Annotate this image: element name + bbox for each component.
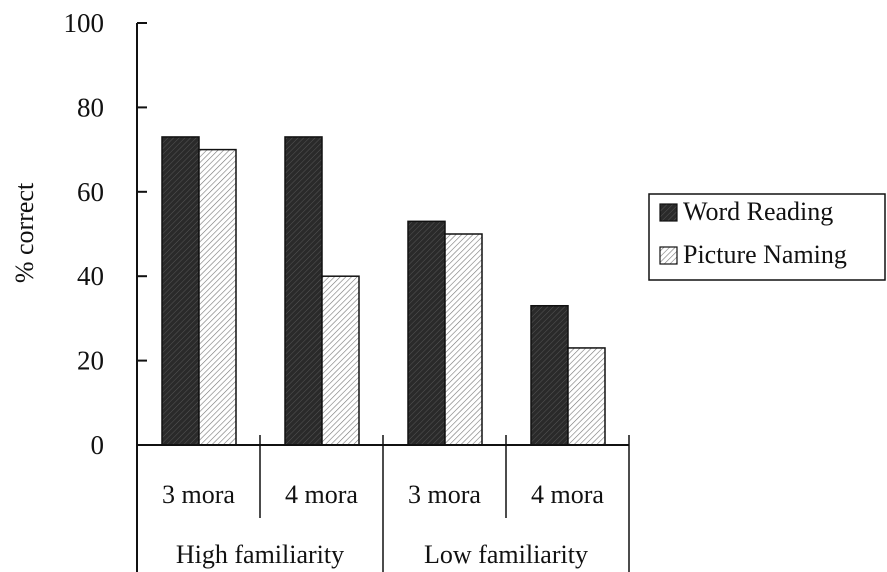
bar-picture-naming xyxy=(321,275,360,446)
y-axis-ticks: 0 20 40 60 80 100 xyxy=(64,8,147,460)
y-tick-label: 0 xyxy=(91,430,105,460)
category-label: 4 mora xyxy=(531,480,604,509)
legend: Word Reading Picture Naming xyxy=(648,193,886,281)
legend-swatch xyxy=(659,246,678,265)
category-label: 3 mora xyxy=(408,480,481,509)
group-labels: High familiarity Low familiarity xyxy=(176,540,588,569)
legend-box xyxy=(648,193,886,281)
bar-word-reading xyxy=(284,136,323,446)
y-tick-label: 60 xyxy=(77,177,104,207)
bar-picture-naming xyxy=(198,148,237,446)
legend-label: Word Reading xyxy=(683,197,833,226)
y-tick-label: 40 xyxy=(77,261,104,291)
y-axis-label: % correct xyxy=(10,182,39,283)
bar-picture-naming xyxy=(567,347,606,446)
axes xyxy=(136,23,630,572)
y-tick-label: 20 xyxy=(77,346,104,376)
bar-word-reading xyxy=(530,304,569,446)
bar-word-reading xyxy=(407,220,446,446)
group-label: Low familiarity xyxy=(424,540,588,569)
legend-swatch xyxy=(659,203,678,222)
category-label: 4 mora xyxy=(285,480,358,509)
group-label: High familiarity xyxy=(176,540,344,569)
legend-label: Picture Naming xyxy=(683,240,847,269)
bars xyxy=(161,136,606,446)
bar-word-reading xyxy=(161,136,200,446)
y-tick-label: 80 xyxy=(77,92,104,122)
category-labels: 3 mora 4 mora 3 mora 4 mora xyxy=(162,480,604,509)
y-tick-label: 100 xyxy=(64,8,105,38)
category-label: 3 mora xyxy=(162,480,235,509)
bar-picture-naming xyxy=(444,233,483,446)
